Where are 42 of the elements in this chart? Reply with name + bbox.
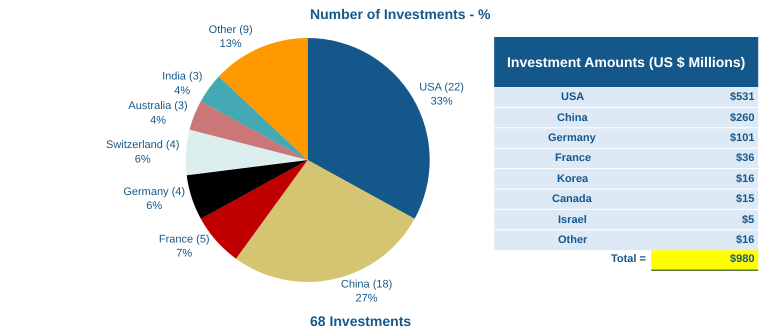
pie-slice — [218, 38, 308, 160]
text: $15 — [736, 193, 754, 205]
category-label: Germany — [548, 132, 597, 144]
slice-label: China (18) — [340, 278, 392, 290]
category-label: Other — [558, 234, 588, 246]
text: $531 — [730, 91, 754, 103]
slice-label: Switzerland (4) — [106, 139, 180, 152]
data-label: 4% — [150, 114, 166, 126]
category-label: Israel — [558, 214, 587, 226]
text: $16 — [736, 173, 754, 185]
slice-label: Other (9) — [208, 24, 253, 36]
slice-label: USA (22) — [419, 81, 464, 94]
data-label: 33% — [430, 96, 453, 108]
data-label: 6% — [146, 200, 162, 212]
data-label: 7% — [176, 248, 192, 260]
category-label: USA — [561, 91, 584, 103]
text: $980 — [730, 253, 754, 265]
pie-slice — [186, 160, 308, 219]
category-label: China — [557, 112, 588, 124]
slice-label: Australia (3) — [128, 100, 188, 112]
text: Total = — [611, 253, 646, 265]
text: $5 — [742, 214, 754, 226]
text: 68 Investments — [310, 313, 412, 329]
category-label: Korea — [557, 173, 590, 185]
category-label: France — [555, 152, 592, 164]
data-label: 27% — [356, 292, 378, 305]
text: $16 — [736, 234, 754, 246]
pie-slice — [190, 101, 308, 160]
category-label: Canada — [552, 193, 593, 205]
pie-slice — [186, 130, 308, 176]
slice-label: France (5) — [158, 233, 210, 246]
slice-label: India (3) — [162, 70, 202, 83]
text: $36 — [736, 152, 754, 164]
chart-title: Number of Investments - % — [310, 6, 492, 22]
data-label: 6% — [134, 153, 151, 166]
data-label: 4% — [174, 84, 190, 97]
text: Investment Amounts (US $ Millions) — [507, 54, 746, 70]
data-label: 13% — [220, 38, 242, 50]
text: $101 — [730, 132, 754, 144]
pie-slice — [200, 76, 308, 160]
slice-label: Germany (4) — [123, 186, 186, 198]
text: $260 — [730, 112, 754, 124]
